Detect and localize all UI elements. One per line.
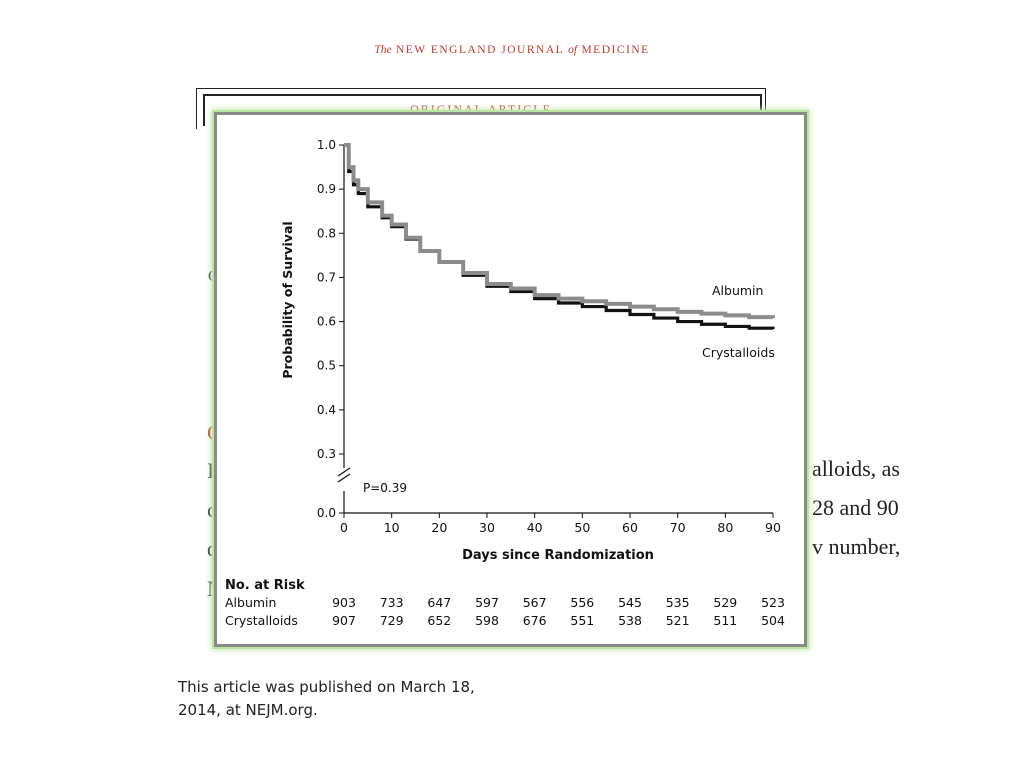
journal-header-of: of	[568, 44, 578, 56]
risk-cell: 529	[713, 595, 738, 610]
bg-fragment-left-5: d	[207, 536, 218, 561]
risk-cell: 907	[332, 613, 356, 628]
risk-cell: 729	[379, 613, 404, 628]
article-frame-inner	[203, 94, 762, 126]
risk-cell: 903	[332, 595, 356, 610]
risk-cell: 511	[713, 613, 738, 628]
risk-cell: 545	[618, 595, 642, 610]
x-tick-label: 40	[527, 520, 543, 535]
x-tick-label: 0	[340, 520, 348, 535]
risk-row-label: Albumin	[225, 595, 277, 610]
x-tick-label: 30	[479, 520, 495, 535]
risk-cell: 535	[665, 595, 690, 610]
risk-cell: 521	[665, 613, 690, 628]
y-axis-label: Probability of Survival	[280, 221, 295, 378]
publication-note: This article was published on March 18, …	[178, 676, 538, 722]
series-label-albumin: Albumin	[712, 283, 763, 298]
y-tick-label: 0.5	[317, 359, 336, 373]
article-frame	[196, 88, 766, 129]
risk-cell: 523	[761, 595, 785, 610]
y-tick-label: 0.8	[317, 226, 336, 240]
risk-table-title: No. at Risk	[225, 578, 305, 593]
bg-fragment-left-4: c	[207, 497, 217, 522]
x-tick-label: 20	[431, 520, 447, 535]
y-tick-label: 1.0	[317, 138, 336, 152]
publication-note-line-2: 2014, at NEJM.org.	[178, 701, 318, 719]
y-tick-label: 0.6	[317, 315, 336, 329]
x-tick-label: 50	[574, 520, 590, 535]
x-tick-label: 10	[384, 520, 400, 535]
risk-row-label: Crystalloids	[225, 613, 298, 628]
risk-table: No. at Risk Albumin 903 733 647 597 567 556 545…	[225, 578, 795, 631]
risk-cell: 567	[522, 595, 547, 610]
x-tick-label: 80	[717, 520, 733, 535]
bg-fragment-left-1: C	[208, 268, 219, 286]
y-tick-label: 0.0	[317, 506, 336, 520]
risk-cell: 551	[570, 613, 595, 628]
journal-header: The NEW ENGLAND JOURNAL of MEDICINE	[0, 44, 1024, 56]
y-tick-label: 0.3	[317, 447, 336, 461]
risk-cell: 733	[379, 595, 404, 610]
chart-series	[344, 143, 775, 330]
p-value-annotation: P=0.39	[363, 481, 407, 495]
y-tick-label: 0.7	[317, 270, 336, 284]
risk-row-albumin: Albumin 903 733 647 597 567 556 545 535 529 523	[225, 595, 795, 613]
journal-header-main: NEW ENGLAND JOURNAL	[395, 44, 564, 56]
bg-fragment-right-3: v number,	[812, 534, 901, 559]
risk-cell: 556	[570, 595, 595, 610]
y-tick-label: 0.9	[317, 182, 336, 196]
y-axis-break-mark-1	[337, 467, 351, 477]
y-axis-break-mark-2	[337, 473, 351, 483]
survival-figure-panel: 0.0 0.3 0.4 0.5 0.6 0.7 0.8 0.9 1.0 0 10 20 30 40 50 60…	[214, 112, 807, 647]
bg-fragment-right-1: alloids, as	[812, 456, 900, 481]
risk-cell: 597	[475, 595, 499, 610]
x-tick-label: 70	[670, 520, 686, 535]
risk-cell: 647	[427, 595, 452, 610]
risk-row-crystalloids: Crystalloids 907 729 652 598 676 551 538 521 511 5…	[225, 613, 795, 631]
risk-cell: 504	[761, 613, 785, 628]
risk-cell: 538	[618, 613, 642, 628]
risk-cell: 598	[475, 613, 499, 628]
journal-header-end: MEDICINE	[581, 44, 650, 56]
survival-chart: 0.0 0.3 0.4 0.5 0.6 0.7 0.8 0.9 1.0 0 10 20 30 40 50 60…	[280, 138, 781, 563]
risk-cell: 676	[522, 613, 547, 628]
x-tick-label: 90	[765, 520, 781, 535]
publication-note-line-1: This article was published on March 18,	[178, 678, 475, 696]
chart-axes	[337, 145, 773, 514]
x-tick-label: 60	[622, 520, 638, 535]
bg-fragment-left-3: I	[207, 458, 215, 483]
chart-ticks: 0.0 0.3 0.4 0.5 0.6 0.7 0.8 0.9 1.0 0 10 20 30 40 50 60…	[317, 138, 781, 535]
y-tick-label: 0.4	[317, 403, 336, 417]
series-label-crystalloids: Crystalloids	[702, 345, 775, 360]
bg-fragment-right-2: 28 and 90	[812, 495, 899, 520]
risk-cell: 652	[427, 613, 452, 628]
journal-header-the: The	[374, 44, 392, 56]
survival-curve-albumin	[344, 143, 775, 320]
x-axis-label: Days since Randomization	[462, 548, 654, 563]
